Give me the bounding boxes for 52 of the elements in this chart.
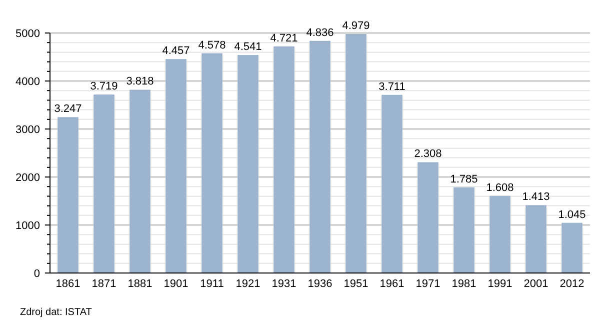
x-tick-label: 1871 bbox=[92, 278, 116, 290]
x-tick-label: 1981 bbox=[452, 278, 476, 290]
bar bbox=[562, 222, 582, 273]
x-tick-label: 2012 bbox=[560, 278, 584, 290]
x-tick-label: 1951 bbox=[344, 278, 368, 290]
x-tick-label: 1881 bbox=[128, 278, 152, 290]
y-tick-label: 1000 bbox=[16, 220, 40, 232]
x-tick-label: 1991 bbox=[488, 278, 512, 290]
data-label: 1.785 bbox=[450, 173, 478, 186]
x-tick-label: 1936 bbox=[308, 278, 332, 290]
y-tick-label: 3000 bbox=[16, 124, 40, 136]
data-label: 2.308 bbox=[414, 148, 442, 160]
y-tick-label: 2000 bbox=[16, 172, 40, 184]
x-tick-label: 1901 bbox=[164, 278, 188, 290]
data-label: 3.719 bbox=[90, 80, 118, 92]
bar bbox=[454, 187, 474, 273]
data-label: 1.413 bbox=[522, 191, 550, 204]
y-tick-label: 5000 bbox=[16, 28, 40, 40]
x-tick-label: 1921 bbox=[236, 278, 260, 290]
x-tick-label: 2001 bbox=[524, 278, 548, 290]
data-label: 4.578 bbox=[198, 39, 226, 52]
bar bbox=[94, 94, 114, 273]
y-tick-label: 4000 bbox=[16, 76, 40, 88]
x-tick-label: 1861 bbox=[56, 278, 80, 290]
data-label: 4.457 bbox=[162, 45, 190, 58]
bar bbox=[418, 162, 438, 273]
data-label: 4.979 bbox=[342, 20, 370, 32]
bar bbox=[274, 46, 294, 273]
data-label: 3.247 bbox=[54, 103, 82, 116]
bar bbox=[58, 117, 78, 273]
bar bbox=[310, 40, 330, 273]
data-label: 4.721 bbox=[270, 32, 298, 44]
data-label: 1.608 bbox=[486, 182, 514, 194]
bar bbox=[382, 94, 402, 273]
x-tick-label: 1911 bbox=[200, 278, 224, 290]
text: Zdroj dat: ISTAT bbox=[20, 307, 92, 318]
x-tick-label: 1961 bbox=[380, 278, 404, 290]
bar bbox=[202, 53, 222, 273]
data-label: 1.045 bbox=[558, 208, 586, 221]
x-tick-label: 1971 bbox=[416, 278, 440, 290]
bar bbox=[346, 34, 366, 273]
bar bbox=[130, 90, 150, 273]
data-label: 3.711 bbox=[378, 80, 406, 93]
bar bbox=[166, 59, 186, 273]
bar bbox=[526, 205, 546, 273]
x-tick-label: 1931 bbox=[272, 278, 296, 290]
data-label: 3.818 bbox=[126, 76, 154, 88]
bar bbox=[238, 55, 258, 273]
bar bbox=[490, 196, 510, 273]
data-label: 4.836 bbox=[306, 26, 334, 39]
y-tick-label: 0 bbox=[34, 268, 40, 280]
data-label: 4.541 bbox=[234, 41, 262, 54]
